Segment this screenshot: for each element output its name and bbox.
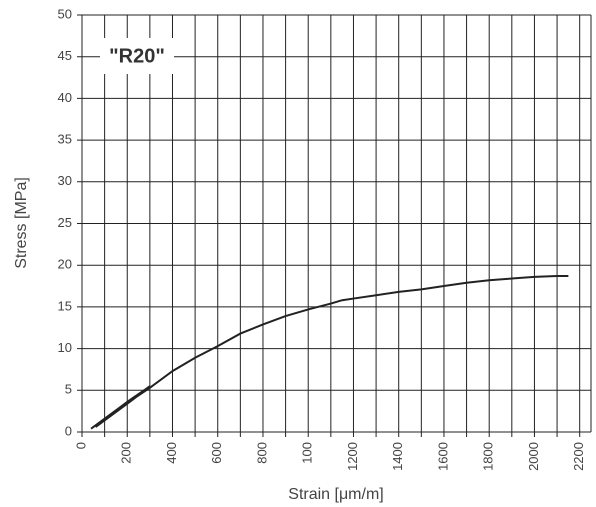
y-tick-label: 30 bbox=[58, 173, 72, 188]
x-tick-label: 200 bbox=[119, 442, 134, 464]
y-tick-label: 20 bbox=[58, 257, 72, 272]
x-tick-label: 800 bbox=[254, 442, 269, 464]
annotation-box bbox=[100, 38, 174, 74]
y-tick-label: 35 bbox=[58, 132, 72, 147]
y-tick-label: 5 bbox=[65, 382, 72, 397]
x-axis-title: Strain [μm/m] bbox=[288, 486, 383, 503]
y-tick-label: 45 bbox=[58, 48, 72, 63]
y-tick-label: 25 bbox=[58, 215, 72, 230]
y-tick-label: 10 bbox=[58, 340, 72, 355]
annotation: "R20" bbox=[109, 45, 165, 67]
x-tick-label: 1800 bbox=[481, 442, 496, 471]
x-tick-label: 2200 bbox=[571, 442, 586, 471]
x-tick-label: 100 bbox=[300, 442, 315, 464]
x-tick-label: 600 bbox=[209, 442, 224, 464]
y-tick-label: 0 bbox=[65, 423, 72, 438]
x-tick-label: 1400 bbox=[390, 442, 405, 471]
data-line bbox=[90, 275, 569, 430]
x-tick-label: 0 bbox=[73, 442, 88, 449]
x-tick-label: 1200 bbox=[345, 442, 360, 471]
x-tick-label: 400 bbox=[164, 442, 179, 464]
y-tick-label: 40 bbox=[58, 90, 72, 105]
y-axis-title: Stress [MPa] bbox=[13, 177, 30, 269]
x-tick-label: 1600 bbox=[435, 442, 450, 471]
y-tick-label: 15 bbox=[58, 298, 72, 313]
y-tick-label: 50 bbox=[58, 6, 72, 21]
x-tick-label: 2000 bbox=[526, 442, 541, 471]
